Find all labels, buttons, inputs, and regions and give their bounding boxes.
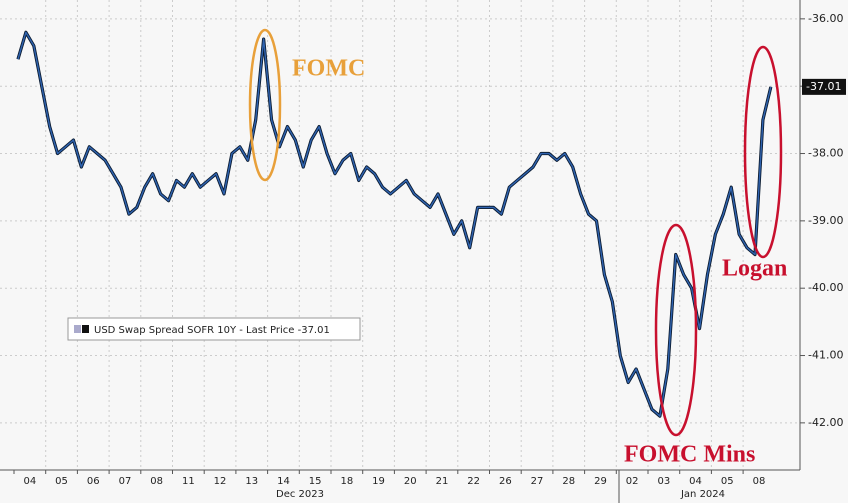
x-tick-label: 11 (182, 476, 195, 487)
y-tick-label: -40.00 (808, 281, 843, 294)
last-price-box (802, 78, 846, 95)
x-tick-label: 07 (119, 476, 132, 487)
y-tick-label: -42.00 (808, 416, 843, 429)
annotation: Logan (722, 256, 787, 282)
x-group-label: Dec 2023 (276, 489, 324, 500)
x-tick-label: 04 (689, 476, 702, 487)
x-tick-label: 26 (499, 476, 512, 487)
x-tick-label: 27 (531, 476, 544, 487)
y-tick-label: -39.00 (808, 214, 843, 227)
x-tick-label: 18 (340, 476, 353, 487)
fomc-circle (248, 28, 282, 182)
legend-box (67, 317, 361, 341)
fomc-mins-circle (654, 223, 698, 437)
x-tick-label: 12 (214, 476, 227, 487)
x-tick-label: 05 (721, 476, 734, 487)
last-price-label: -37.01 (806, 80, 841, 93)
legend-label: USD Swap Spread SOFR 10Y - Last Price -3… (94, 325, 330, 336)
annotation: FOMC (292, 56, 365, 82)
x-tick-label: 14 (277, 476, 290, 487)
x-tick-label: 06 (87, 476, 100, 487)
legend-swatch (82, 325, 89, 333)
x-tick-label: 29 (594, 476, 607, 487)
x-tick-label: 03 (657, 476, 670, 487)
x-tick-label: 02 (626, 476, 639, 487)
series (16, 30, 773, 418)
line (17, 31, 772, 417)
x-tick-label: 08 (150, 476, 163, 487)
x-tick-label: 21 (436, 476, 449, 487)
x-tick-label: 08 (753, 476, 766, 487)
x-tick-label: 13 (245, 476, 258, 487)
x-group-label: Jan 2024 (680, 489, 725, 500)
logan-circle (743, 45, 783, 259)
x-tick-label: 04 (23, 476, 36, 487)
legend-swatch (74, 325, 81, 333)
y-tick-label: -36.00 (808, 12, 843, 25)
x-tick-label: 15 (309, 476, 322, 487)
y-tick-label: -38.00 (808, 147, 843, 160)
x-tick-label: 28 (562, 476, 575, 487)
y-tick-label: -41.00 (808, 349, 843, 362)
x-tick-label: 19 (372, 476, 385, 487)
x-tick-label: 20 (404, 476, 417, 487)
x-tick-label: 05 (55, 476, 68, 487)
legend: USD Swap Spread SOFR 10Y - Last Price -3… (67, 317, 361, 341)
x-tick-label: 22 (467, 476, 480, 487)
annotation: FOMC Mins (624, 442, 755, 468)
